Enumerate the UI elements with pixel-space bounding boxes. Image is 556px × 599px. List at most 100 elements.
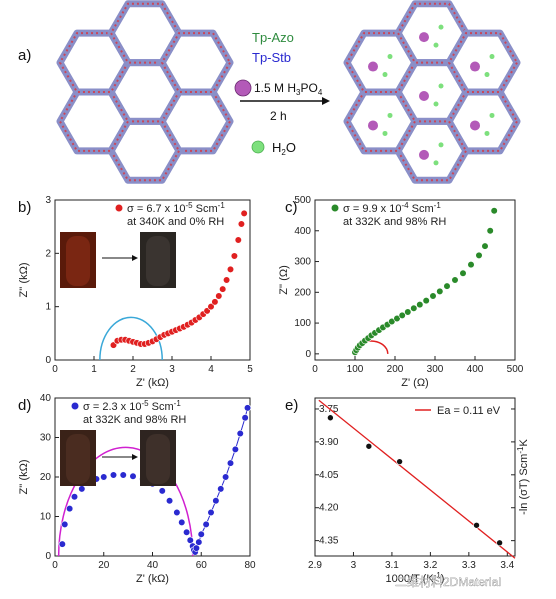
legend-conditions: at 332K and 98% RH: [343, 216, 446, 228]
y-tick-label: 200: [294, 287, 311, 298]
water-guest: [489, 54, 495, 60]
x-tick-label: 2.9: [308, 560, 322, 571]
x-tick-label: 20: [98, 560, 110, 571]
data-point: [192, 544, 200, 552]
data-point: [222, 473, 230, 481]
data-point: [490, 207, 498, 215]
x-tick-label: 3.2: [423, 560, 437, 571]
acid-guest: [368, 120, 378, 131]
y-tick-label: 400: [294, 226, 311, 237]
x-tick-label: 200: [387, 364, 404, 375]
x-axis-label: Z' (kΩ): [136, 377, 169, 389]
data-point: [398, 311, 406, 319]
y-axis-label: Z'' (kΩ): [18, 459, 30, 494]
x-axis-label: Z' (kΩ): [136, 573, 169, 585]
data-point: [178, 518, 186, 527]
legend-sigma: σ = 2.3 x 10-5 Scm-1: [83, 399, 181, 413]
water-guest: [438, 83, 444, 89]
y-tick-label: 4.35: [319, 536, 339, 547]
data-point: [404, 308, 412, 316]
y-tick-label: 1: [45, 302, 51, 313]
pore-wall-atoms: [109, 2, 181, 64]
plot-frame: [314, 397, 516, 557]
data-point: [365, 442, 373, 450]
data-point: [467, 261, 475, 269]
chart-c: c) 0 100 200 300 400 500 0 100 200 300 400 500 Z' (Ω)…: [278, 195, 524, 389]
acid-guest: [470, 61, 480, 72]
plot-frame: [54, 199, 251, 361]
water-guest: [433, 42, 439, 48]
chart-e: e) 2.9 3 3.1 3.2 3.3 3.4 3.75 3.90 4.05 4.20 4.35 10…: [285, 397, 530, 585]
data-point: [451, 276, 459, 284]
acid-guest: [419, 32, 429, 43]
x-tick-label: 3.4: [500, 560, 514, 571]
data-point: [195, 538, 203, 546]
data-point: [129, 472, 137, 480]
data-point: [119, 471, 127, 479]
x-tick-label: 300: [427, 364, 444, 375]
data-point: [393, 314, 401, 323]
y-tick-label: 4.20: [319, 503, 339, 514]
legend-marker: [331, 204, 339, 212]
data-point: [486, 227, 494, 235]
y-tick-label: 3: [45, 195, 51, 206]
data-point: [183, 528, 191, 536]
water-guest: [382, 130, 388, 136]
data-point: [443, 282, 451, 290]
x-tick-label: 40: [147, 560, 159, 571]
x-tick-label: 3.3: [462, 560, 476, 571]
inset-arrow-head-b: [132, 255, 138, 261]
data-point: [327, 414, 334, 422]
y-tick-label: 0: [305, 349, 311, 360]
vial-dark-body-d: [146, 434, 170, 484]
y-tick-label: 10: [40, 512, 52, 523]
water-guest: [484, 72, 490, 78]
y-tick-label: 40: [40, 393, 52, 404]
data-point: [240, 209, 248, 217]
vial-brown-body: [66, 434, 90, 484]
fit-semicircle: [57, 446, 194, 557]
data-point: [436, 287, 444, 295]
panel-label-c: c): [285, 199, 298, 216]
water-guest: [489, 112, 495, 118]
data-point: [212, 497, 220, 505]
y-tick-label: 300: [294, 257, 311, 268]
pore-wall: [445, 29, 521, 96]
pore-wall-atoms: [345, 32, 417, 93]
panel-label-e: e): [285, 397, 298, 414]
data-point: [388, 317, 396, 326]
data-point: [410, 304, 418, 312]
data-point: [219, 285, 227, 293]
water-guest: [387, 54, 393, 60]
x-tick-label: 0: [312, 364, 318, 375]
fit-line: [318, 399, 516, 559]
acid-label: 1.5 M H3PO4: [254, 81, 323, 97]
data-point: [226, 265, 235, 273]
data-point: [66, 505, 74, 513]
data-point: [211, 298, 219, 306]
pore-wall-atoms: [396, 2, 468, 64]
vial-red-body: [66, 236, 90, 286]
x-tick-label: 80: [244, 560, 256, 571]
data-point: [223, 276, 231, 284]
data-point: [78, 485, 86, 493]
panel-label-b: b): [18, 199, 31, 216]
data-point: [173, 508, 181, 517]
acid-guest: [419, 149, 429, 160]
data-point: [70, 493, 79, 501]
data-point: [459, 269, 467, 277]
y-tick-label: 20: [40, 472, 52, 483]
pore-wall: [343, 88, 419, 155]
reagent-tp-azo: Tp-Azo: [252, 30, 294, 45]
data-point: [186, 536, 194, 544]
data-point: [165, 497, 174, 505]
water-guest: [484, 130, 490, 136]
y-tick-label: 2: [45, 248, 51, 259]
x-tick-label: 100: [347, 364, 364, 375]
y-tick-label: 30: [40, 433, 52, 444]
x-tick-label: 3.1: [385, 560, 399, 571]
x-axis-label: 1000/T (K-1): [386, 571, 445, 585]
x-tick-label: 400: [467, 364, 484, 375]
